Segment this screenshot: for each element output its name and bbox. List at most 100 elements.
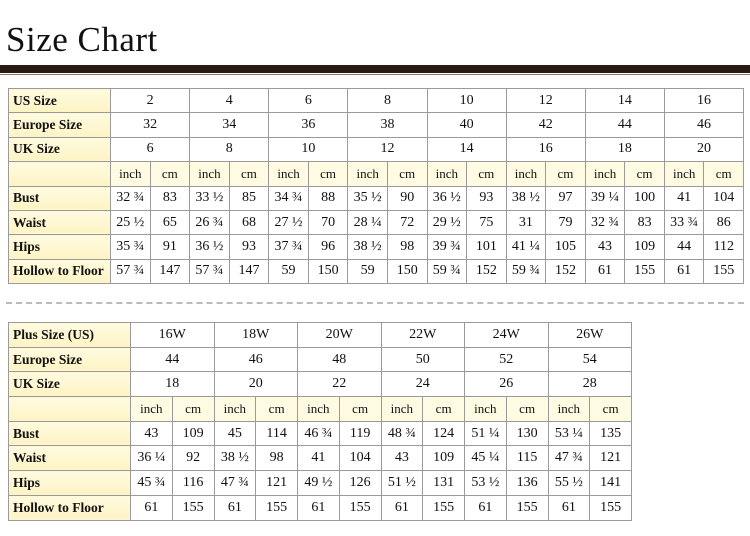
measurement-cell: 72 [386,209,428,236]
measurement-cell: 86 [703,209,744,236]
measurement-cell: 135 [589,420,632,447]
measurement-cell: 136 [505,470,549,496]
measurement-cell: 41 ¼ [505,234,547,260]
unit-cell: cm [589,396,632,422]
size-cell: 16W [130,322,215,348]
measurement-cell: 79 [545,209,586,236]
measurement-row: Waist 25 ½ 65 26 ¾ 68 27 ½ 70 28 ¼ 72 29 ½ 75 31 79 3… [8,209,744,236]
measurement-cell: 155 [255,494,298,521]
measurement-cell: 109 [624,234,665,260]
size-cell: 6 [109,136,191,163]
measurement-cell: 93 [228,234,270,260]
measurement-cell: 96 [307,234,349,260]
measurement-cell: 112 [703,234,744,260]
size-cell: 26 [464,371,549,398]
size-row: UK Size 18 20 22 24 26 28 [8,371,632,398]
measurement-cell: 38 ½ [505,185,547,211]
measurement-cell: 147 [149,258,191,285]
measurement-cell: 121 [255,470,298,496]
size-cell: 28 [547,371,632,398]
measurement-cell: 51 ½ [380,470,424,496]
measurement-cell: 152 [466,258,507,285]
measurement-cell: 101 [466,234,507,260]
measurement-cell: 150 [386,258,428,285]
measurement-cell: 59 [347,258,388,285]
measurement-cell: 32 ¾ [584,209,626,236]
measurement-cell: 65 [149,209,191,236]
measurement-cell: 61 [213,494,257,521]
measurement-cell: 85 [228,185,270,211]
size-table: US Size 2 4 6 8 10 12 14 16 Europe Size 32 34 36 38 40… [8,87,745,285]
title-rule-thin [0,74,750,75]
measurement-cell: 38 ½ [213,445,257,472]
measurement-cell: 61 [464,494,507,521]
unit-cell: inch [426,161,468,187]
measurement-cell: 28 ¼ [347,209,388,236]
row-label: Hips [8,470,131,496]
measurement-row: Waist 36 ¼ 92 38 ½ 98 41 104 43 109 45 ¼ 115 47 ¾ 12… [8,445,632,472]
measurement-cell: 61 [584,258,626,285]
size-cell: 2 [109,87,191,114]
size-cell: 14 [584,87,665,114]
size-cell: 10 [426,87,507,114]
measurement-cell: 36 ½ [189,234,230,260]
measurement-cell: 35 ¾ [110,234,151,260]
unit-cell: inch [505,161,547,187]
measurement-cell: 45 [213,420,257,447]
size-cell: 20 [213,371,298,398]
size-cell: 18 [130,371,215,398]
unit-cell: inch [547,396,591,422]
size-cell: 16 [663,87,745,114]
measurement-cell: 124 [422,420,465,447]
measurement-cell: 61 [663,258,705,285]
title-rule [0,65,750,73]
size-cell: 10 [268,136,349,163]
measurement-cell: 33 ¾ [663,209,705,236]
row-label: Europe Size [8,346,131,373]
title: Size Chart [6,20,158,59]
unit-cell: cm [149,161,191,187]
measurement-cell: 61 [297,494,340,521]
size-cell: 36 [268,112,349,138]
measurement-cell: 46 ¾ [297,420,340,447]
row-label: Hips [8,234,111,260]
measurement-cell: 39 ¼ [584,185,626,211]
measurement-cell: 36 ½ [426,185,468,211]
measurement-cell: 35 ½ [347,185,388,211]
unit-cell: inch [347,161,388,187]
measurement-cell: 119 [338,420,382,447]
unit-cell: inch [584,161,626,187]
measurement-cell: 109 [171,420,215,447]
measurement-cell: 152 [545,258,586,285]
size-cell: 32 [109,112,191,138]
measurement-cell: 53 ¼ [547,420,591,447]
measurement-cell: 91 [149,234,191,260]
unit-row: inch cm inch cm inch cm inch cm inch cm inch cm inch… [8,161,744,187]
size-cell: 20 [663,136,745,163]
measurement-cell: 61 [380,494,424,521]
size-cell: 18W [213,322,298,348]
measurement-cell: 59 [268,258,309,285]
measurement-cell: 98 [255,445,298,472]
measurement-cell: 41 [663,185,705,211]
measurement-cell: 98 [386,234,428,260]
measurement-cell: 90 [386,185,428,211]
measurement-cell: 25 ½ [110,209,151,236]
measurement-cell: 48 ¾ [380,420,424,447]
measurement-cell: 155 [703,258,744,285]
separator [6,302,744,304]
size-row: Europe Size 32 34 36 38 40 42 44 46 [8,112,745,138]
measurement-cell: 39 ¾ [426,234,468,260]
measurement-cell: 155 [171,494,215,521]
size-cell: 44 [584,112,665,138]
measurement-cell: 47 ¾ [213,470,257,496]
measurement-cell: 45 ¼ [464,445,507,472]
unit-cell: cm [255,396,298,422]
row-label: Hollow to Floor [8,494,131,521]
unit-cell: inch [297,396,340,422]
measurement-cell: 38 ½ [347,234,388,260]
size-row: Plus Size (US) 16W 18W 20W 22W 24W 26W [8,322,632,348]
measurement-cell: 114 [255,420,298,447]
